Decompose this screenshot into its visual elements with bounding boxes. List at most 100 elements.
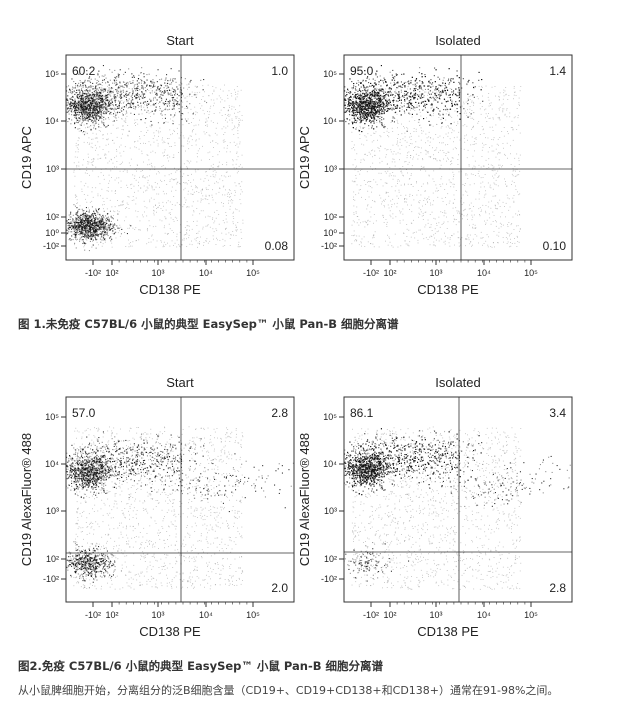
event-dot — [471, 101, 473, 103]
event-dot — [123, 106, 125, 108]
event-dot — [81, 93, 83, 95]
event-dot — [135, 197, 137, 199]
event-dot — [447, 135, 449, 137]
event-dot — [97, 104, 99, 106]
event-dot — [106, 190, 108, 192]
event-dot — [487, 244, 489, 246]
event-dot — [111, 190, 113, 192]
event-dot — [212, 189, 213, 191]
event-dot — [87, 113, 89, 115]
event-dot — [145, 91, 147, 93]
event-dot — [480, 166, 482, 168]
event-dot — [104, 229, 106, 230]
event-dot — [493, 139, 494, 141]
event-dot — [86, 102, 88, 104]
event-dot — [518, 210, 520, 212]
event-dot — [115, 190, 116, 191]
event-dot — [430, 124, 432, 126]
event-dot — [239, 246, 241, 247]
event-dot — [475, 227, 477, 229]
event-dot — [173, 104, 175, 106]
event-dot — [81, 112, 83, 114]
event-dot — [196, 92, 198, 94]
event-dot — [432, 204, 434, 206]
event-dot — [191, 96, 193, 97]
event-dot — [77, 202, 78, 204]
event-dot — [78, 130, 80, 132]
event-dot — [173, 88, 175, 90]
event-dot — [92, 147, 94, 149]
event-dot — [217, 122, 218, 124]
event-dot — [445, 126, 447, 128]
event-dot — [407, 183, 409, 185]
event-dot — [392, 153, 394, 155]
event-dot — [88, 108, 90, 110]
event-dot — [91, 218, 93, 220]
event-dot — [92, 99, 94, 101]
event-dot — [125, 117, 127, 119]
event-dot — [100, 227, 102, 229]
event-dot — [241, 238, 243, 239]
event-dot — [422, 183, 424, 185]
event-dot — [75, 121, 77, 123]
event-dot — [92, 117, 94, 118]
event-dot — [86, 112, 88, 114]
event-dot — [206, 189, 208, 190]
event-dot — [99, 104, 101, 106]
event-dot — [93, 109, 95, 111]
event-dot — [181, 244, 183, 246]
event-dot — [212, 228, 214, 230]
event-dot — [235, 163, 237, 165]
event-dot — [439, 160, 441, 162]
event-dot — [95, 89, 97, 91]
event-dot — [95, 116, 97, 118]
event-dot — [143, 83, 145, 85]
event-dot — [480, 113, 482, 115]
event-dot — [79, 229, 81, 231]
event-dot — [73, 102, 75, 104]
event-dot — [448, 202, 450, 204]
event-dot — [102, 100, 104, 102]
event-dot — [85, 229, 87, 231]
event-dot — [117, 226, 119, 228]
event-dot — [198, 192, 200, 193]
event-dot — [499, 222, 501, 224]
event-dot — [205, 171, 207, 173]
event-dot — [79, 232, 81, 234]
event-dot — [449, 237, 451, 239]
event-dot — [93, 116, 95, 118]
event-dot — [74, 127, 76, 129]
event-dot — [96, 221, 98, 223]
event-dot — [161, 110, 163, 112]
event-dot — [163, 92, 165, 94]
event-dot — [224, 107, 225, 109]
event-dot — [114, 211, 116, 213]
event-dot — [183, 137, 185, 139]
event-dot — [73, 114, 75, 116]
event-dot — [64, 103, 65, 104]
event-dot — [89, 89, 91, 91]
event-dot — [84, 245, 85, 247]
event-dot — [86, 104, 88, 106]
event-dot — [87, 90, 89, 92]
event-dot — [101, 95, 103, 97]
event-dot — [403, 96, 405, 98]
event-dot — [67, 101, 69, 103]
event-dot — [111, 217, 113, 219]
event-dot — [71, 108, 73, 110]
event-dot — [103, 174, 104, 176]
event-dot — [88, 215, 90, 217]
event-dot — [241, 119, 243, 121]
event-dot — [461, 237, 463, 239]
event-dot — [100, 110, 102, 112]
event-dot — [77, 140, 79, 142]
event-dot — [102, 122, 104, 124]
event-dot — [165, 98, 167, 100]
event-dot — [212, 170, 214, 172]
event-dot — [143, 142, 144, 144]
event-dot — [198, 124, 200, 126]
event-dot — [82, 230, 84, 232]
event-dot — [354, 106, 356, 107]
event-dot — [150, 116, 151, 117]
